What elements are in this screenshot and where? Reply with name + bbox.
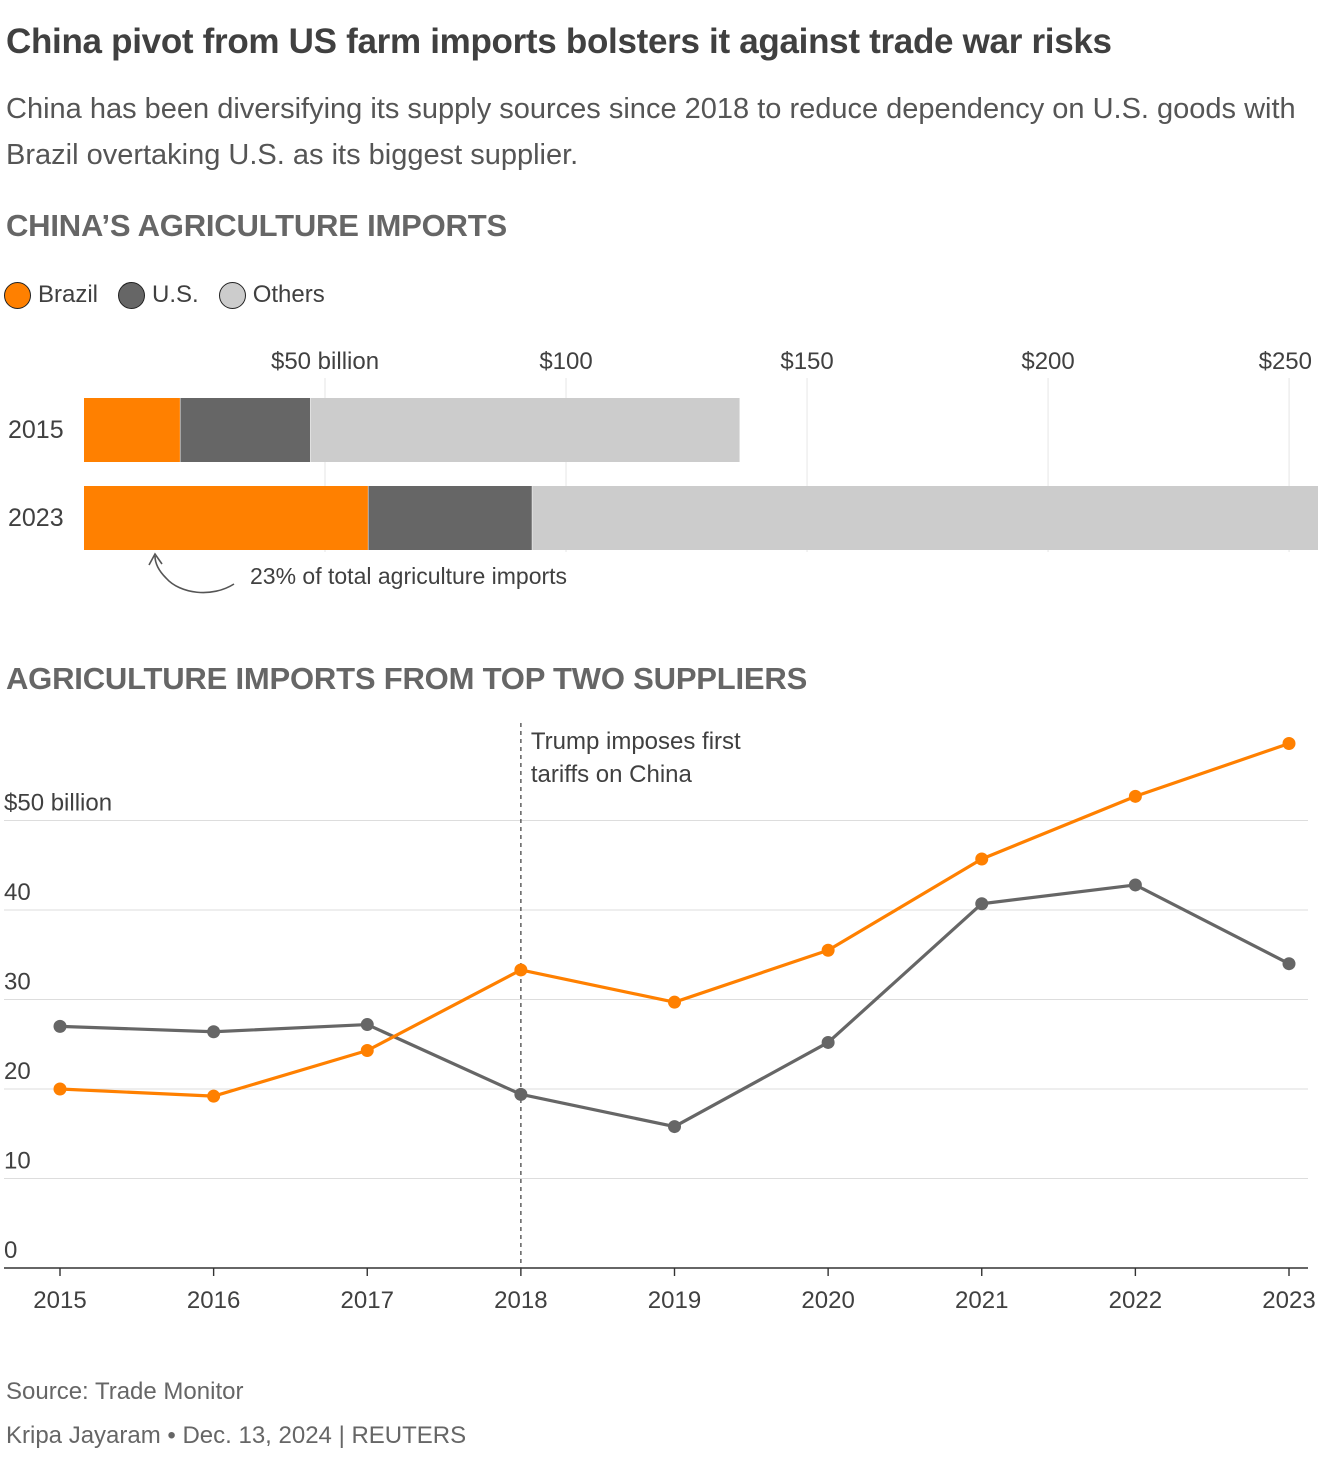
data-point-us (975, 897, 989, 911)
tariff-annotation-text: Trump imposes first (531, 728, 741, 755)
line-x-tick-label: 2018 (494, 1287, 547, 1314)
data-point-us (668, 1120, 681, 1134)
line-chart: 0 10 20 30 40 $50 billion 2015 2016 2017 2018 2019… (4, 723, 1316, 1314)
line-x-tick-label: 2016 (187, 1287, 240, 1314)
line-x-tick-label: 2015 (33, 1287, 86, 1314)
line-y-tick-label: 30 (4, 969, 31, 996)
bar-segment-brazil-2023 (84, 486, 369, 550)
data-point-brazil (514, 963, 528, 977)
data-point-us (207, 1025, 221, 1039)
legend-label-brazil: Brazil (38, 281, 99, 308)
line-y-tick-label: 20 (4, 1058, 31, 1085)
data-point-brazil (360, 1044, 374, 1058)
legend: Brazil U.S. Others (4, 281, 345, 309)
legend-item-us: U.S. (118, 281, 199, 309)
bar-segment-others-2023 (532, 486, 1318, 550)
legend-swatch-brazil (4, 281, 31, 309)
legend-swatch-others (218, 281, 246, 309)
line-y-tick-label: 0 (4, 1237, 17, 1264)
data-point-brazil (668, 995, 681, 1009)
series-line-brazil (59, 742, 1290, 1098)
bar-axis-tick-label: $50 billion (271, 348, 379, 375)
line-y-tick-label: 40 (4, 879, 31, 906)
bar-category-label: 2015 (8, 416, 64, 444)
bar-section-title: CHINA’S AGRICULTURE IMPORTS (6, 208, 507, 243)
legend-label-others: Others (252, 281, 325, 308)
line-x-tick-label: 2021 (955, 1287, 1008, 1314)
annotation-arrow (154, 555, 235, 594)
data-point-us (360, 1018, 374, 1032)
data-point-us (1282, 957, 1296, 971)
legend-swatch-us (118, 281, 146, 309)
legend-item-brazil: Brazil (4, 281, 98, 309)
line-section-title: AGRICULTURE IMPORTS FROM TOP TWO SUPPLIE… (6, 661, 808, 696)
line-y-tick-label: 10 (4, 1148, 31, 1175)
credit-line: Kripa Jayaram • Dec. 13, 2024 | REUTERS (6, 1422, 467, 1449)
bar-category-label: 2023 (8, 504, 64, 532)
bar-segment-us-2023 (368, 486, 533, 550)
stacked-bar-chart: $50 billion $100 $150 $200 $250 2015 2023 23% o… (8, 348, 1318, 594)
data-point-brazil (1282, 737, 1296, 751)
line-x-tick-label: 2023 (1262, 1287, 1315, 1314)
line-x-tick-label: 2017 (341, 1287, 394, 1314)
bar-axis-tick-label: $200 (1021, 348, 1074, 375)
tariff-annotation-text: tariffs on China (531, 761, 693, 788)
line-x-tick-label: 2020 (801, 1287, 854, 1314)
data-point-us (1128, 878, 1142, 892)
data-point-brazil (53, 1082, 67, 1096)
line-y-tick-label: $50 billion (4, 790, 112, 817)
data-point-brazil (975, 852, 989, 866)
bar-segment-brazil-2015 (84, 398, 181, 462)
data-point-us (821, 1035, 835, 1049)
bar-segment-others-2015 (310, 398, 740, 462)
legend-item-others: Others (218, 281, 325, 309)
bar-axis-tick-label: $100 (539, 348, 592, 375)
data-point-us (53, 1019, 67, 1033)
data-point-brazil (821, 943, 835, 957)
bar-axis-tick-label: $150 (780, 348, 833, 375)
bar-annotation-text: 23% of total agriculture imports (250, 563, 567, 589)
chart-subtitle: China has been diversifying its supply s… (6, 93, 1296, 171)
bar-axis-tick-label: $250 (1259, 348, 1312, 375)
line-x-tick-label: 2022 (1109, 1287, 1162, 1314)
data-point-brazil (207, 1089, 221, 1103)
annotation-arrowhead (148, 552, 163, 566)
chart-title: China pivot from US farm imports bolster… (6, 22, 1112, 61)
data-point-us (514, 1087, 528, 1101)
line-x-tick-label: 2019 (648, 1287, 701, 1314)
data-point-brazil (1128, 789, 1142, 803)
source-note: Source: Trade Monitor (6, 1378, 244, 1405)
legend-label-us: U.S. (152, 281, 199, 308)
bar-segment-us-2015 (180, 398, 311, 462)
